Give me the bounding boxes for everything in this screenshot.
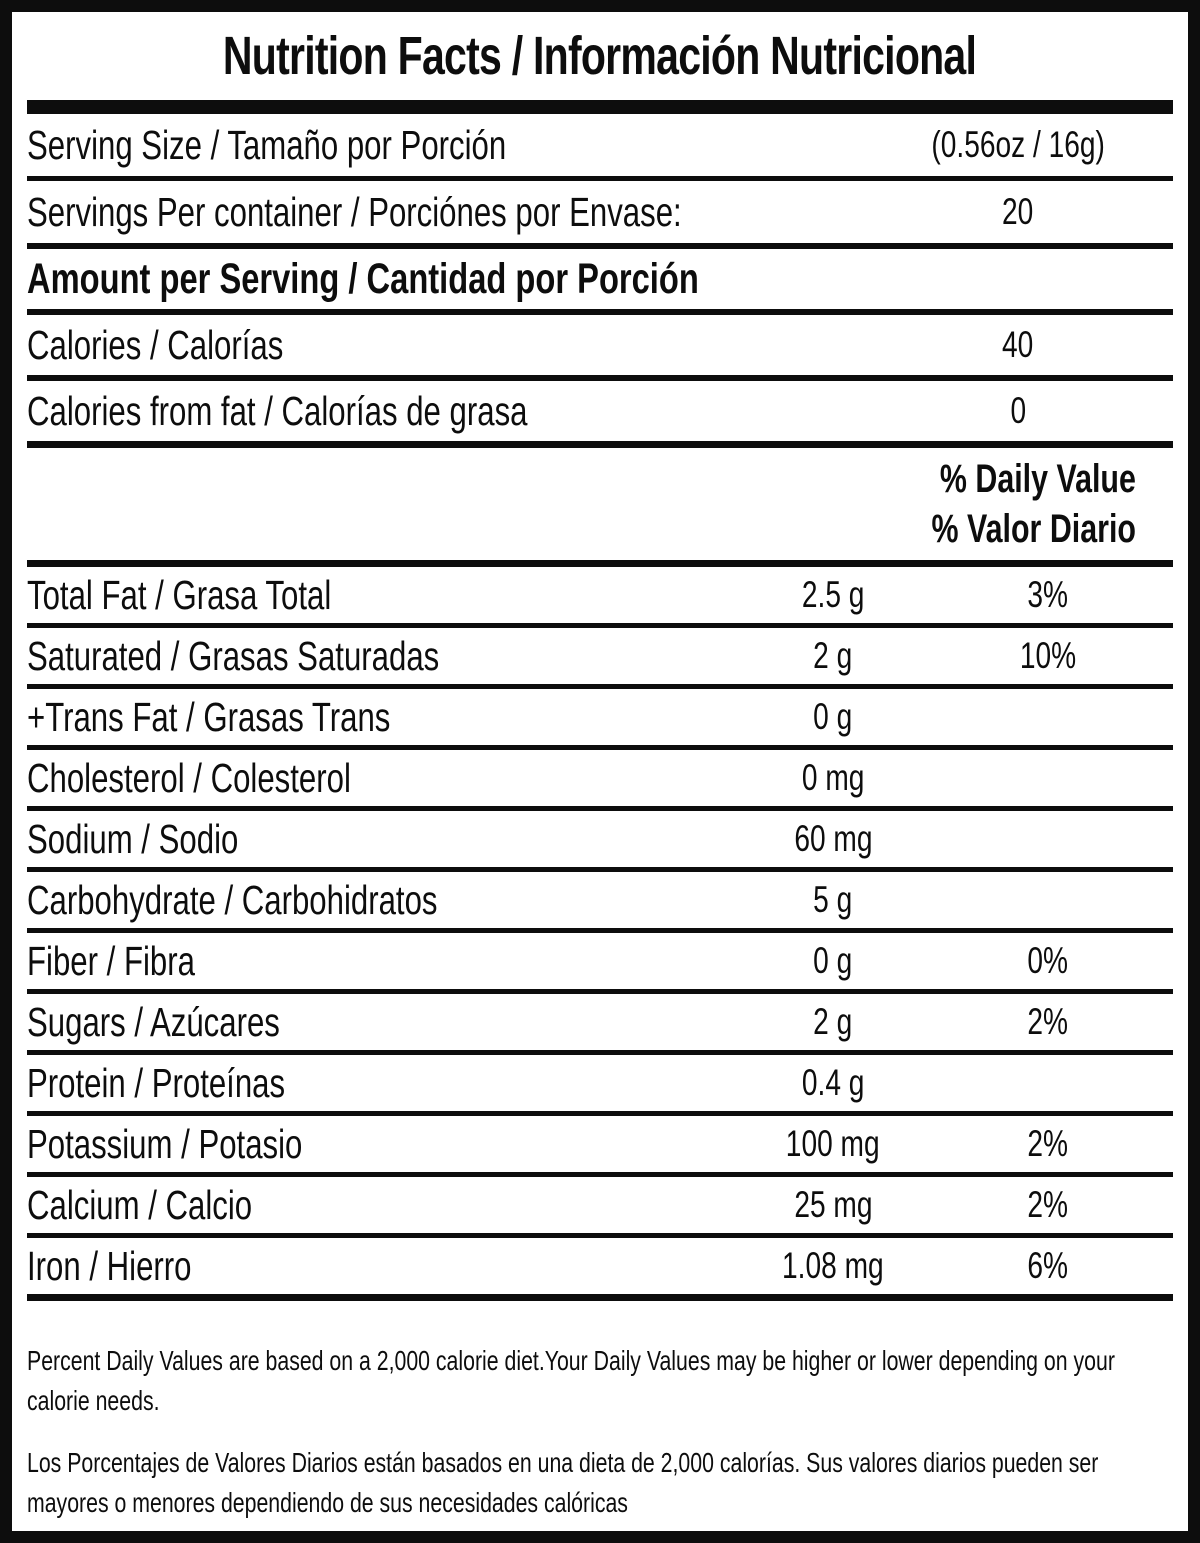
divider: [27, 176, 1173, 181]
footnote-english: Percent Daily Values are based on a 2,00…: [27, 1341, 1173, 1421]
nutrient-amount: 25 mg: [793, 1184, 873, 1225]
amount-per-serving-header: Amount per Serving / Cantidad por Porció…: [27, 254, 699, 303]
nutrient-percent: 3%: [1027, 574, 1069, 615]
nutrient-label: Protein / Proteínas: [27, 1059, 286, 1106]
divider: [27, 441, 1173, 448]
footnote-english-line2: calorie needs.: [27, 1385, 160, 1416]
nutrient-amount: 0.4 g: [801, 1062, 865, 1103]
calories-value: 40: [1002, 324, 1034, 365]
nutrient-table: Total Fat / Grasa Total 2.5 g 3% Saturat…: [27, 567, 1173, 1301]
nutrient-label: Potassium / Potasio: [27, 1120, 303, 1167]
serving-size-row: Serving Size / Tamaño por Porción (0.56o…: [27, 114, 1173, 176]
nutrient-amount: 2.5 g: [801, 574, 865, 615]
servings-per-container-row: Servings Per container / Porciónes por E…: [27, 181, 1173, 243]
nutrient-row: Carbohydrate / Carbohidratos 5 g: [27, 872, 1173, 928]
nutrient-row: Cholesterol / Colesterol 0 mg: [27, 750, 1173, 806]
footnote-spanish: Los Porcentajes de Valores Diarios están…: [27, 1443, 1173, 1523]
nutrient-row: +Trans Fat / Grasas Trans 0 g: [27, 689, 1173, 745]
daily-value-header-es: % Valor Diario: [931, 507, 1136, 551]
footnotes-section: Percent Daily Values are based on a 2,00…: [27, 1301, 1173, 1523]
divider: [27, 309, 1173, 315]
divider: [27, 806, 1173, 811]
nutrient-label: +Trans Fat / Grasas Trans: [27, 693, 391, 740]
serving-size-label: Serving Size / Tamaño por Porción: [27, 121, 507, 168]
divider: [27, 745, 1173, 750]
nutrient-amount: 1.08 mg: [782, 1245, 884, 1286]
calories-from-fat-row: Calories from fat / Calorías de grasa 0: [27, 381, 1173, 441]
nutrient-percent: 2%: [1027, 1001, 1069, 1042]
daily-value-header: % Daily Value % Valor Diario: [27, 448, 1173, 560]
nutrient-row: Sugars / Azúcares 2 g 2%: [27, 994, 1173, 1050]
label-title: Nutrition Facts / Información Nutriciona…: [223, 26, 977, 86]
divider: [27, 989, 1173, 994]
calories-label: Calories / Calorías: [27, 321, 284, 368]
footnote-spanish-line1: Los Porcentajes de Valores Diarios están…: [27, 1447, 1099, 1478]
divider: [27, 1233, 1173, 1238]
divider: [27, 1172, 1173, 1177]
footnote-spanish-line2: mayores o menores dependiendo de sus nec…: [27, 1487, 628, 1518]
nutrient-label: Cholesterol / Colesterol: [27, 754, 351, 801]
divider: [27, 375, 1173, 381]
calories-row: Calories / Calorías 40: [27, 315, 1173, 375]
nutrient-percent: 10%: [1019, 635, 1077, 676]
nutrient-row: Protein / Proteínas 0.4 g: [27, 1055, 1173, 1111]
divider: [27, 1050, 1173, 1055]
divider: [27, 560, 1173, 567]
nutrient-amount: 2 g: [813, 635, 853, 676]
nutrient-amount: 2 g: [813, 1001, 853, 1042]
servings-per-container-label: Servings Per container / Porciónes por E…: [27, 188, 682, 235]
nutrient-row: Calcium / Calcio 25 mg 2%: [27, 1177, 1173, 1233]
nutrient-amount: 0 g: [813, 696, 853, 737]
nutrient-percent: 2%: [1027, 1123, 1069, 1164]
nutrient-percent: 0%: [1027, 940, 1069, 981]
divider: [27, 243, 1173, 249]
calories-from-fat-value: 0: [1010, 390, 1026, 431]
daily-value-header-en: % Daily Value: [939, 457, 1136, 501]
nutrient-amount: 60 mg: [793, 818, 873, 859]
nutrient-label: Saturated / Grasas Saturadas: [27, 632, 440, 679]
serving-size-value: (0.56oz / 16g): [931, 124, 1105, 165]
divider: [27, 867, 1173, 872]
nutrient-amount: 0 mg: [801, 757, 865, 798]
nutrient-row: Saturated / Grasas Saturadas 2 g 10%: [27, 628, 1173, 684]
nutrient-percent: 2%: [1027, 1184, 1069, 1225]
footnote-english-line1: Percent Daily Values are based on a 2,00…: [27, 1345, 1115, 1376]
nutrient-row: Total Fat / Grasa Total 2.5 g 3%: [27, 567, 1173, 623]
nutrient-label: Calcium / Calcio: [27, 1181, 253, 1228]
nutrient-percent: 6%: [1027, 1245, 1069, 1286]
nutrient-amount: 100 mg: [786, 1123, 880, 1164]
nutrient-row: Fiber / Fibra 0 g 0%: [27, 933, 1173, 989]
divider: [27, 1111, 1173, 1116]
title-divider-bar: [27, 100, 1173, 114]
nutrient-label: Iron / Hierro: [27, 1242, 192, 1289]
servings-per-container-value: 20: [1002, 191, 1034, 232]
nutrient-amount: 0 g: [813, 940, 853, 981]
divider: [27, 623, 1173, 628]
nutrient-row: Potassium / Potasio 100 mg 2%: [27, 1116, 1173, 1172]
divider: [27, 1294, 1173, 1301]
nutrient-label: Total Fat / Grasa Total: [27, 571, 332, 618]
nutrient-label: Sodium / Sodio: [27, 815, 239, 862]
nutrient-row: Sodium / Sodio 60 mg: [27, 811, 1173, 867]
amount-per-serving-header-row: Amount per Serving / Cantidad por Porció…: [27, 249, 1173, 309]
divider: [27, 684, 1173, 689]
divider: [27, 928, 1173, 933]
nutrient-amount: 5 g: [813, 879, 853, 920]
nutrient-row: Iron / Hierro 1.08 mg 6%: [27, 1238, 1173, 1294]
nutrient-label: Fiber / Fibra: [27, 937, 195, 984]
calories-from-fat-label: Calories from fat / Calorías de grasa: [27, 387, 528, 434]
nutrient-label: Carbohydrate / Carbohidratos: [27, 876, 438, 923]
nutrient-label: Sugars / Azúcares: [27, 998, 280, 1045]
label-title-row: Nutrition Facts / Información Nutriciona…: [27, 12, 1173, 100]
